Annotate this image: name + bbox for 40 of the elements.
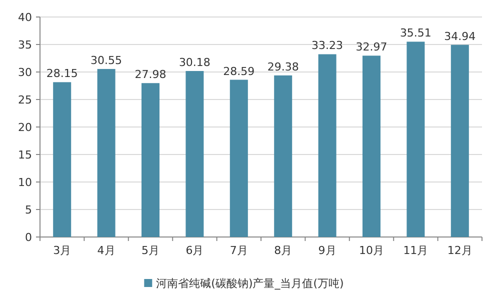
data-label: 30.55 [90, 54, 122, 67]
y-tick-label: 30 [18, 66, 32, 79]
bar [230, 80, 248, 237]
y-tick-label: 0 [25, 231, 32, 244]
y-tick-label: 5 [25, 204, 32, 216]
x-tick-label: 4月 [97, 244, 116, 257]
bar [142, 83, 160, 237]
x-tick-label: 11月 [403, 244, 428, 257]
bar [406, 42, 425, 237]
data-label: 27.98 [134, 68, 166, 82]
y-tick-label: 20 [18, 121, 32, 134]
x-tick-label: 5月 [142, 244, 160, 257]
bar [450, 44, 469, 237]
bar [97, 68, 116, 237]
data-label: 34.94 [444, 30, 476, 43]
bar [53, 82, 72, 237]
data-label: 30.18 [178, 56, 210, 70]
y-tick-label: 35 [18, 38, 32, 52]
y-tick-label: 25 [18, 94, 32, 106]
x-tick-label: 10月 [359, 244, 384, 257]
x-tick-label: 6月 [186, 244, 204, 257]
bar [186, 71, 204, 237]
data-label: 32.97 [356, 40, 388, 54]
data-label: 29.38 [267, 60, 299, 74]
y-tick-label: 10 [18, 176, 32, 189]
data-label: 28.59 [223, 64, 255, 78]
x-tick-label: 8月 [274, 244, 292, 257]
y-tick-label: 40 [18, 11, 32, 24]
x-tick-label: 7月 [230, 244, 248, 257]
x-tick-label: 9月 [318, 244, 336, 257]
x-tick-label: 12月 [447, 244, 472, 257]
bar [274, 75, 292, 237]
data-label: 33.23 [312, 39, 344, 52]
y-tick-label: 15 [18, 148, 32, 162]
bar [362, 56, 380, 237]
bar [318, 54, 336, 237]
x-tick-label: 3月 [53, 244, 72, 257]
data-label: 28.15 [46, 67, 78, 80]
legend-label: 河南省纯碱(碳酸钠)产量_当月值(万吨) [156, 277, 344, 290]
data-label: 35.51 [400, 26, 432, 40]
